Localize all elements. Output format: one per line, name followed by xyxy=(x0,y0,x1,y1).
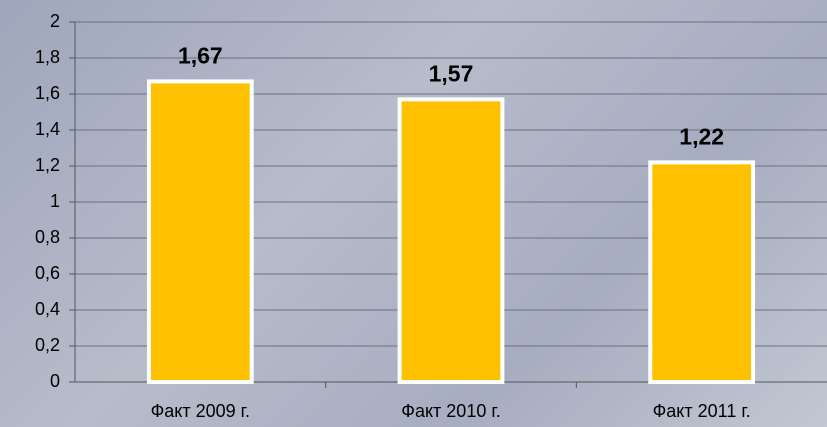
y-tick-label: 1 xyxy=(50,191,60,211)
y-tick-label: 1,4 xyxy=(35,119,60,139)
y-tick-label: 1,2 xyxy=(35,155,60,175)
bar xyxy=(149,81,252,382)
x-tick-label: Факт 2010 г. xyxy=(401,401,500,421)
y-tick-label: 1,6 xyxy=(35,83,60,103)
value-label: 1,57 xyxy=(429,60,474,86)
x-tick-label: Факт 2011 г. xyxy=(653,401,751,421)
y-tick-label: 0,2 xyxy=(35,335,60,355)
chart: 0 0,2 0,4 0,6 0,8 1 1,2 1,4 1,6 1,8 2 Факт 2009 г. 1… xyxy=(0,0,827,427)
y-tick-label: 0,4 xyxy=(35,299,60,319)
y-tick-label: 0,6 xyxy=(35,263,60,283)
x-tick-label: Факт 2009 г. xyxy=(151,401,250,421)
value-label: 1,22 xyxy=(679,123,724,149)
y-tick-label: 0,8 xyxy=(35,227,60,247)
y-tick-label: 0 xyxy=(50,371,60,391)
y-tick-label: 1,8 xyxy=(35,47,60,67)
y-tick-label: 2 xyxy=(50,11,60,31)
value-label: 1,67 xyxy=(178,42,223,68)
bar xyxy=(650,162,753,382)
bar xyxy=(400,99,503,382)
